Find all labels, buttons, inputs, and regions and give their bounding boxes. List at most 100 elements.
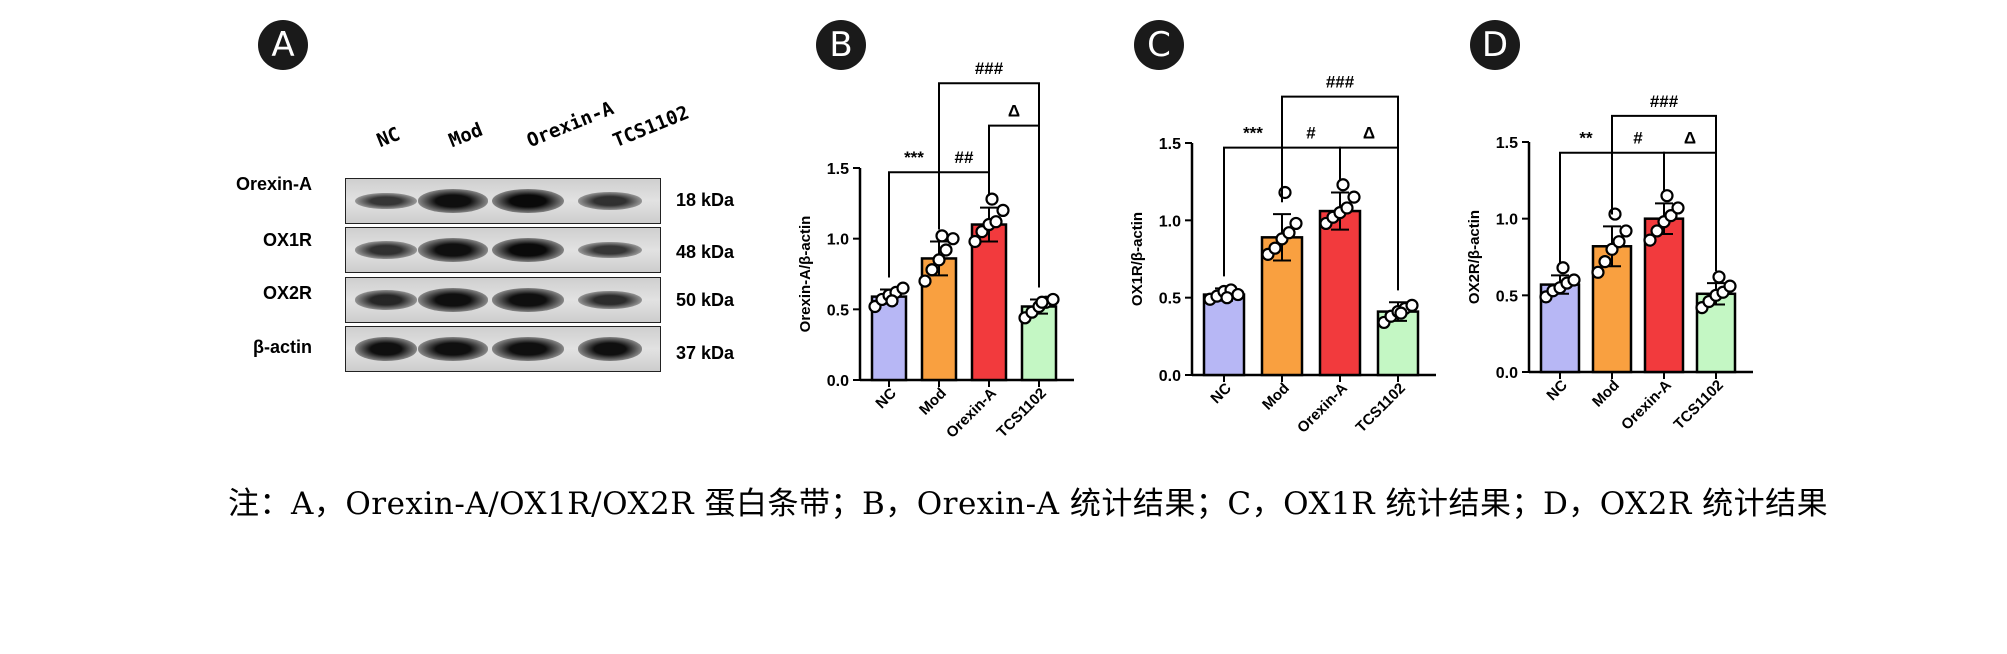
x-tick-label: Orexin-A (1618, 377, 1675, 434)
data-point (1712, 270, 1726, 284)
band-orexin-a-row-3 (492, 337, 564, 361)
significance-bracket (938, 171, 990, 230)
band-orexin-a-row-0 (492, 189, 564, 213)
x-tick-label: TCS1102 (1671, 377, 1727, 433)
significance-label: # (1633, 129, 1643, 148)
data-point (1723, 279, 1737, 293)
y-tick-label: 1.0 (1159, 213, 1181, 230)
significance-bracket (1611, 114, 1717, 272)
data-point (1035, 295, 1049, 309)
western-blot-panel: NC Mod Orexin-A TCS1102 Orexin-A OX1R OX… (230, 97, 790, 400)
significance-label: Δ (1008, 102, 1020, 121)
data-point (1046, 292, 1060, 307)
protein-label-orexin-a: Orexin-A (235, 174, 312, 194)
figure-caption: 注：A，Orexin-A/OX1R/OX2R 蛋白条带；B，Orexin-A 统… (228, 486, 1829, 522)
band-tcs1102-row-2 (578, 290, 642, 310)
significance-label: ** (1579, 129, 1593, 148)
x-tick-label: NC (1207, 380, 1234, 407)
band-mod-row-2 (418, 288, 488, 312)
data-point (946, 232, 960, 246)
band-nc-row-1 (355, 241, 417, 259)
y-tick-label: 1.0 (1496, 212, 1518, 229)
y-tick-label: 1.5 (1159, 136, 1181, 153)
chart-ox1r: 0.0 0.5 1.0 1.5 OX1R/β-actin NC Mod Orexin-A TCS… (1129, 73, 1436, 437)
data-point (918, 274, 932, 288)
y-tick-label: 0.5 (827, 302, 849, 319)
data-point (1671, 201, 1685, 215)
protein-label-ox2r: OX2R (262, 283, 312, 303)
data-point (1394, 306, 1408, 320)
data-point (1268, 241, 1282, 255)
data-point (1598, 255, 1612, 269)
data-point (1347, 190, 1361, 204)
significance-label: Δ (1684, 129, 1696, 148)
significance-label: ### (1650, 92, 1679, 111)
x-tick-label: NC (1543, 377, 1570, 404)
band-tcs1102-row-1 (578, 241, 642, 259)
data-point (1567, 273, 1581, 287)
x-tick-label: Mod (1589, 377, 1623, 411)
significance-label: # (1306, 124, 1316, 143)
data-point (1282, 226, 1296, 240)
lane-label-mod: Mod (445, 118, 486, 152)
significance-label: Δ (1363, 124, 1375, 143)
bar-nc (1202, 293, 1246, 377)
chart-orexin-a: 0.0 0.5 1.0 1.5 Orexin-A/β-actin NC ModOrexin-… (797, 59, 1074, 442)
data-point (1650, 224, 1664, 238)
data-point (989, 215, 1003, 229)
x-tick-label: Orexin-A (943, 385, 1000, 442)
x-tick-label: Orexin-A (1294, 380, 1351, 437)
data-point (985, 192, 999, 206)
bar-orexin-a (970, 223, 1008, 382)
y-axis-label: OX2R/β-actin (1466, 210, 1483, 304)
band-mod-row-3 (418, 337, 488, 361)
band-tcs1102-row-0 (578, 192, 642, 210)
data-point (1643, 233, 1657, 247)
band-orexin-a-row-1 (492, 238, 564, 262)
band-nc-row-3 (355, 337, 417, 361)
band-tcs1102-row-3 (578, 337, 642, 361)
data-point (1231, 287, 1245, 302)
significance-bracket (1611, 151, 1665, 215)
y-tick-label: 1.5 (1496, 135, 1518, 152)
y-tick-label: 1.5 (827, 161, 849, 178)
data-point (1220, 291, 1234, 305)
lane-label-tcs1102: TCS1102 (609, 101, 693, 152)
y-tick-label: 0.5 (1159, 291, 1181, 308)
significance-label: ### (1326, 73, 1355, 92)
x-tick-label: Mod (916, 385, 950, 419)
band-orexin-a-row-2 (492, 288, 564, 312)
data-point (1591, 265, 1605, 279)
significance-label: ## (955, 148, 974, 167)
y-tick-label: 0.5 (1496, 288, 1518, 305)
data-point (885, 294, 899, 308)
kda-label-orexin-a: 18 kDa (676, 190, 735, 210)
panel-label-c: C (1134, 20, 1184, 70)
data-point (896, 281, 910, 295)
chart-ox2r: 0.0 0.5 1.0 1.5 OX2R/β-actin NC ModOrexin-ATCS… (1466, 92, 1753, 434)
data-point (1336, 178, 1350, 192)
band-nc-row-2 (355, 290, 417, 310)
significance-label: *** (904, 148, 924, 167)
y-tick-label: 0.0 (827, 373, 849, 390)
data-point (1340, 201, 1354, 215)
significance-bracket (938, 82, 1040, 288)
lane-label-nc: NC (373, 123, 404, 152)
x-tick-label: NC (872, 385, 899, 412)
y-tick-label: 0.0 (1496, 365, 1518, 382)
y-tick-label: 1.0 (827, 232, 849, 249)
kda-label-beta-actin: 37 kDa (676, 343, 735, 363)
lane-label-orexin-a: Orexin-A (523, 97, 617, 152)
data-point (1619, 224, 1633, 238)
x-tick-label: Mod (1259, 380, 1293, 414)
y-axis-label: Orexin-A/β-actin (797, 216, 814, 333)
protein-label-beta-actin: β-actin (253, 337, 312, 357)
data-point (1556, 261, 1570, 275)
kda-label-ox1r: 48 kDa (676, 242, 735, 262)
bar-orexin-a (1318, 209, 1362, 377)
data-point (932, 253, 946, 267)
data-point (1405, 298, 1419, 312)
data-point (1289, 216, 1303, 231)
panel-label-b: B (816, 20, 866, 70)
data-point (939, 243, 953, 257)
